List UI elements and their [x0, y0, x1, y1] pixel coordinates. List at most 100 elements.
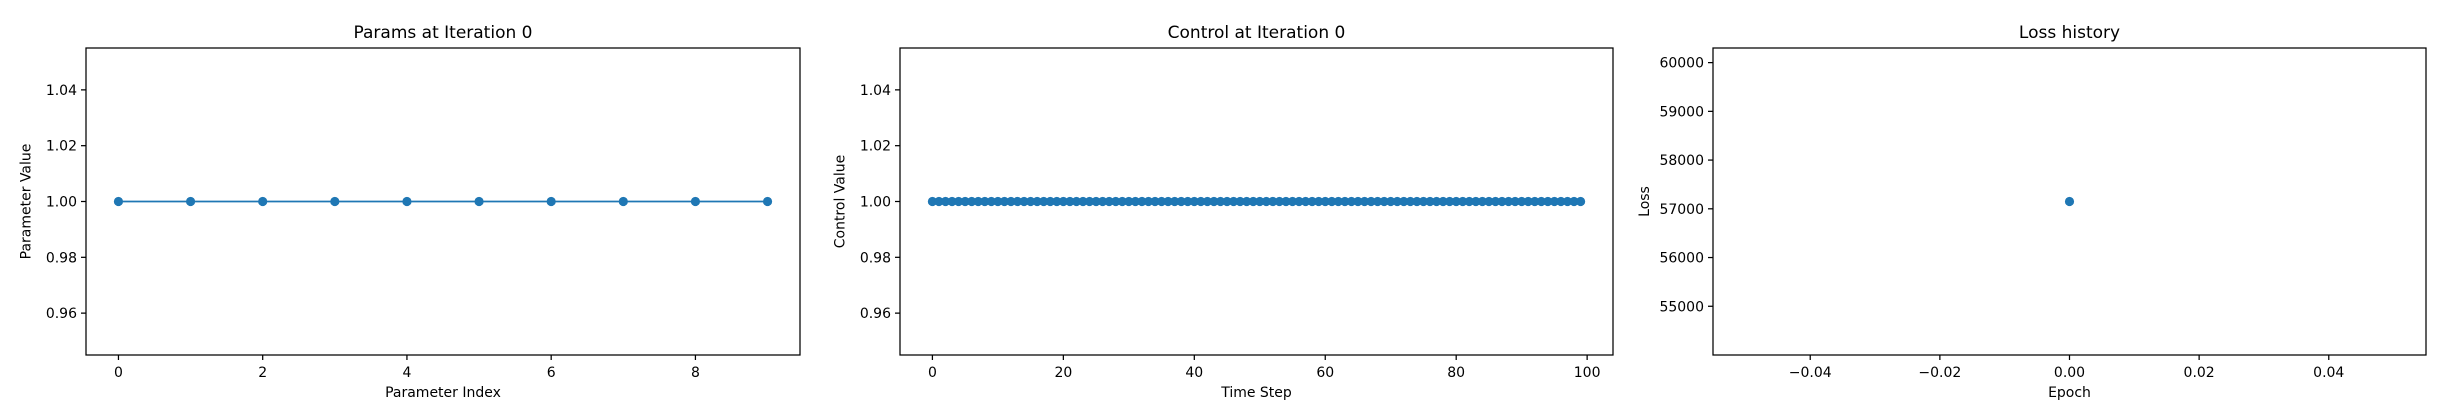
x-tick-label: 6: [547, 365, 556, 381]
data-point: [1405, 196, 1415, 207]
data-point: [1379, 196, 1389, 207]
data-point: [1176, 196, 1186, 207]
data-point: [1130, 196, 1140, 207]
data-point: [1543, 196, 1553, 207]
data-point: [1503, 196, 1514, 207]
x-tick-label: 40: [1185, 365, 1203, 381]
plot-area-frame: [1712, 47, 2427, 356]
x-tick-label: 60: [1316, 365, 1334, 381]
data-point: [690, 196, 701, 207]
data-point: [1228, 196, 1239, 207]
data-point: [402, 196, 412, 207]
x-axis-label: Parameter Index: [385, 385, 501, 401]
data-point: [1294, 196, 1304, 207]
x-tick-label: 0.02: [2184, 365, 2215, 381]
data-point: [1484, 196, 1494, 207]
data-point: [1327, 196, 1337, 207]
data-point: [1242, 196, 1252, 207]
data-point: [1464, 196, 1474, 207]
data-point: [258, 196, 268, 207]
data-point: [993, 196, 1003, 207]
chart-title: Loss history: [2019, 23, 2120, 43]
data-point: [1497, 196, 1507, 207]
data-point: [1307, 196, 1317, 207]
data-point: [1045, 196, 1055, 207]
data-point: [1340, 196, 1350, 207]
data-point: [1320, 196, 1330, 207]
y-tick-label: 60000: [1659, 56, 1704, 72]
data-point: [1248, 196, 1258, 207]
data-point: [1392, 196, 1402, 207]
data-point: [1373, 196, 1383, 207]
data-point: [1301, 196, 1311, 207]
data-point: [1425, 196, 1435, 207]
data-point: [1333, 196, 1343, 207]
data-point: [986, 196, 996, 207]
y-tick-label: 1.02: [860, 139, 891, 155]
data-point: [1274, 196, 1285, 207]
data-point: [1523, 196, 1533, 207]
data-point: [1255, 196, 1265, 207]
data-point: [1026, 196, 1036, 207]
data-point: [1202, 196, 1212, 207]
data-point: [1418, 196, 1429, 207]
x-axis-label: Epoch: [2048, 385, 2091, 401]
y-tick-label: 1.04: [46, 83, 77, 99]
data-point: [1209, 196, 1219, 207]
x-tick-label: −0.02: [1918, 365, 1961, 381]
data-point: [1111, 196, 1121, 207]
data-point: [1163, 196, 1173, 207]
x-tick-label: 20: [1054, 365, 1072, 381]
x-tick-label: 8: [691, 365, 700, 381]
data-point: [1458, 196, 1468, 207]
data-point: [1287, 196, 1298, 207]
data-point: [330, 196, 340, 207]
data-point: [1183, 196, 1193, 207]
x-tick-label: 0.04: [2313, 365, 2344, 381]
x-tick-label: 4: [402, 365, 411, 381]
x-tick-label: 80: [1447, 365, 1465, 381]
data-point: [1150, 196, 1160, 207]
data-point: [1196, 196, 1206, 207]
data-point: [940, 196, 951, 207]
plot-area-frame: [899, 47, 1614, 356]
data-point: [1359, 196, 1370, 207]
y-tick-label: 55000: [1659, 299, 1704, 315]
data-point: [999, 196, 1010, 207]
y-tick-label: 57000: [1659, 202, 1704, 218]
y-tick-label: 1.00: [46, 195, 77, 211]
y-axis-label: Loss: [1637, 186, 1653, 217]
data-point: [1536, 196, 1546, 207]
x-tick-label: 0: [928, 365, 937, 381]
data-point: [1445, 196, 1455, 207]
data-point: [1471, 196, 1481, 207]
x-tick-label: 2: [258, 365, 267, 381]
data-point: [947, 196, 957, 207]
x-tick-label: −0.04: [1789, 365, 1832, 381]
data-point: [1012, 196, 1023, 207]
data-point: [1084, 196, 1095, 207]
data-point: [1569, 196, 1579, 207]
data-point: [1314, 196, 1324, 207]
data-point: [1386, 196, 1396, 207]
data-point: [1549, 196, 1560, 207]
data-point: [1124, 196, 1134, 207]
data-point: [1058, 196, 1068, 207]
y-axis-label: Control Value: [833, 155, 849, 249]
data-point: [1281, 196, 1291, 207]
data-point: [1261, 196, 1271, 207]
data-point: [762, 196, 773, 207]
data-point: [1562, 196, 1573, 207]
x-tick-label: 0: [114, 365, 123, 381]
data-point: [1412, 196, 1422, 207]
y-tick-label: 59000: [1659, 104, 1704, 120]
y-tick-label: 0.98: [46, 250, 77, 266]
data-point: [1575, 196, 1586, 207]
data-point: [1438, 196, 1448, 207]
chart-panel-3: Loss history −0.04 −0.02 0.00 0.02 0.04 55000 5…: [1637, 23, 2427, 401]
data-point: [1039, 196, 1049, 207]
data-point: [474, 196, 484, 207]
data-point: [1556, 196, 1566, 207]
plot-area-frame: [85, 47, 801, 356]
